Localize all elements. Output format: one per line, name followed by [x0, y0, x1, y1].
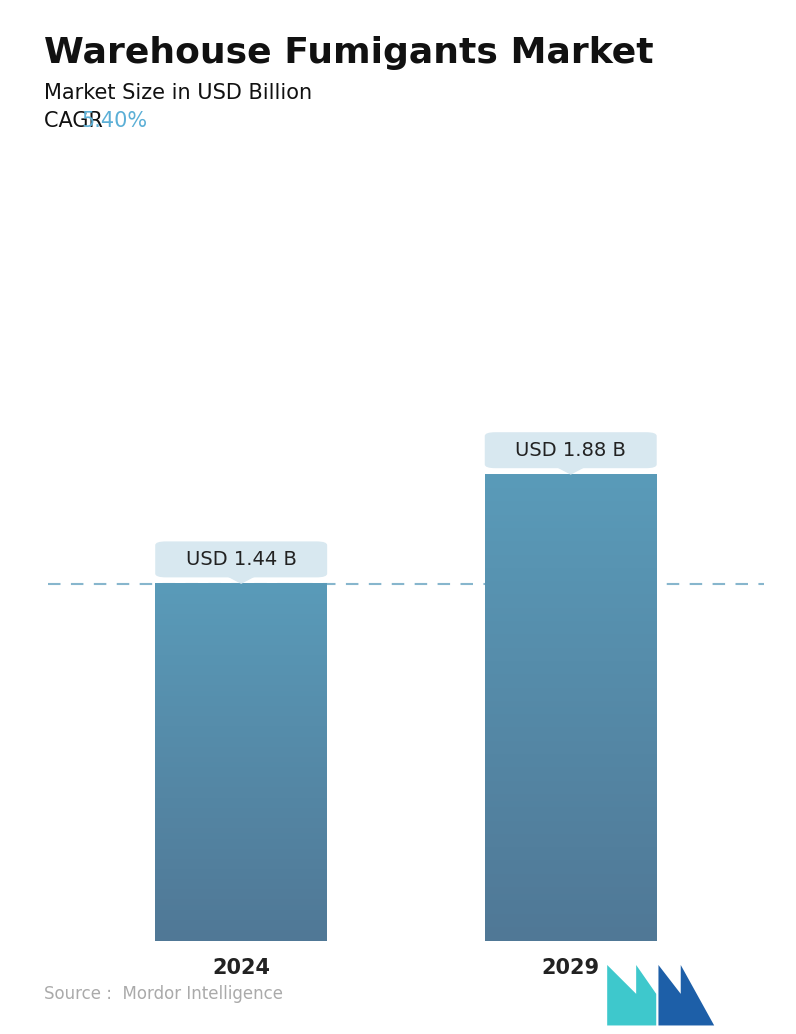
Polygon shape: [552, 464, 588, 474]
Text: 5.40%: 5.40%: [82, 111, 148, 130]
Polygon shape: [223, 574, 259, 583]
Text: USD 1.88 B: USD 1.88 B: [515, 440, 626, 460]
Text: Source :  Mordor Intelligence: Source : Mordor Intelligence: [44, 985, 283, 1003]
FancyBboxPatch shape: [155, 542, 327, 577]
Text: Market Size in USD Billion: Market Size in USD Billion: [44, 83, 312, 102]
Text: USD 1.44 B: USD 1.44 B: [185, 550, 297, 569]
Text: Warehouse Fumigants Market: Warehouse Fumigants Market: [44, 36, 654, 70]
FancyBboxPatch shape: [485, 432, 657, 468]
Text: CAGR: CAGR: [44, 111, 109, 130]
Polygon shape: [607, 965, 656, 1026]
Polygon shape: [658, 965, 714, 1026]
